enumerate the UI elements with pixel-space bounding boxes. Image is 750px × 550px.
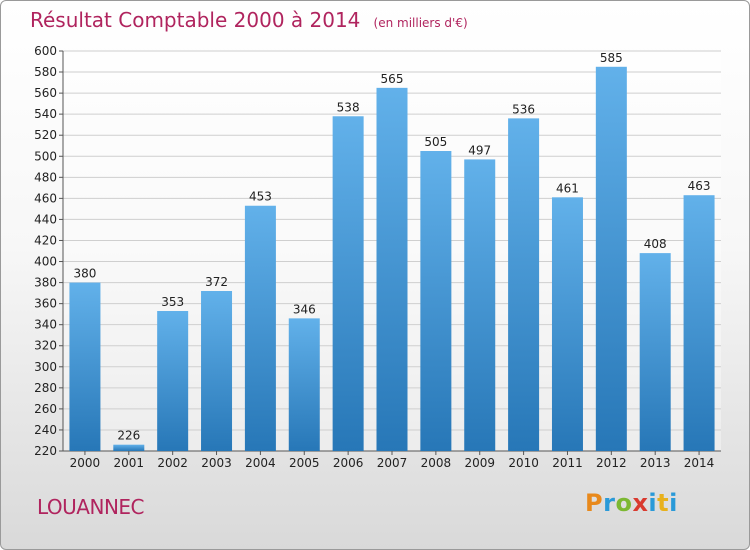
y-tick-label: 420 bbox=[34, 233, 57, 247]
bar-value-label: 380 bbox=[73, 267, 96, 281]
bar-value-label: 453 bbox=[249, 190, 272, 204]
y-tick-label: 500 bbox=[34, 149, 57, 163]
bar-value-label: 372 bbox=[205, 275, 228, 289]
logo-letter: o bbox=[615, 489, 633, 517]
bar-value-label: 565 bbox=[381, 72, 404, 86]
y-tick-label: 400 bbox=[34, 255, 57, 269]
y-tick-label: 340 bbox=[34, 318, 57, 332]
x-tick-label: 2000 bbox=[70, 456, 101, 470]
x-tick-label: 2006 bbox=[333, 456, 364, 470]
bar-value-label: 461 bbox=[556, 181, 579, 195]
bar-value-label: 585 bbox=[600, 51, 623, 65]
bar-value-label: 226 bbox=[117, 429, 140, 443]
x-tick-label: 2007 bbox=[377, 456, 408, 470]
bar bbox=[113, 444, 145, 451]
bar-value-label: 346 bbox=[293, 302, 316, 316]
x-tick-label: 2009 bbox=[464, 456, 495, 470]
logo-letter: i bbox=[648, 489, 658, 517]
y-tick-label: 460 bbox=[34, 191, 57, 205]
bar-value-label: 353 bbox=[161, 295, 184, 309]
x-tick-label: 2001 bbox=[114, 456, 145, 470]
y-tick-label: 260 bbox=[34, 402, 57, 416]
bar-value-label: 536 bbox=[512, 102, 535, 116]
bar bbox=[376, 87, 408, 451]
x-tick-label: 2003 bbox=[201, 456, 232, 470]
bar bbox=[244, 205, 276, 451]
logo-letter: t bbox=[657, 489, 670, 517]
bar bbox=[464, 159, 496, 451]
logo-letter: P bbox=[585, 489, 604, 517]
x-tick-label: 2013 bbox=[640, 456, 671, 470]
commune-name: LOUANNEC bbox=[37, 495, 145, 519]
bar bbox=[420, 151, 452, 451]
y-tick-label: 380 bbox=[34, 276, 57, 290]
y-tick-label: 520 bbox=[34, 128, 57, 142]
x-tick-label: 2004 bbox=[245, 456, 276, 470]
y-tick-label: 300 bbox=[34, 360, 57, 374]
y-tick-label: 360 bbox=[34, 297, 57, 311]
bar-value-label: 463 bbox=[688, 179, 711, 193]
bar bbox=[201, 291, 233, 451]
y-tick-label: 320 bbox=[34, 339, 57, 353]
y-tick-label: 560 bbox=[34, 86, 57, 100]
bar-value-label: 408 bbox=[644, 237, 667, 251]
bar bbox=[288, 318, 320, 451]
x-tick-label: 2011 bbox=[552, 456, 583, 470]
proxiti-logo[interactable]: Proxiti bbox=[585, 489, 678, 517]
x-tick-label: 2002 bbox=[157, 456, 188, 470]
bar bbox=[332, 116, 364, 452]
y-tick-label: 280 bbox=[34, 381, 57, 395]
chart-title: Résultat Comptable 2000 à 2014 (en milli… bbox=[30, 8, 468, 32]
bar-value-label: 497 bbox=[468, 143, 491, 157]
y-tick-label: 580 bbox=[34, 65, 57, 79]
bar bbox=[595, 66, 627, 451]
logo-letter: x bbox=[632, 489, 649, 517]
bar bbox=[639, 253, 671, 451]
y-tick-label: 480 bbox=[34, 170, 57, 184]
y-tick-label: 220 bbox=[34, 444, 57, 458]
x-tick-label: 2014 bbox=[684, 456, 715, 470]
y-tick-label: 540 bbox=[34, 107, 57, 121]
x-tick-label: 2012 bbox=[596, 456, 627, 470]
bar bbox=[69, 282, 101, 451]
chart-subtitle: (en milliers d'€) bbox=[373, 16, 468, 30]
logo-letter: i bbox=[669, 489, 678, 517]
x-tick-label: 2008 bbox=[421, 456, 452, 470]
x-tick-label: 2005 bbox=[289, 456, 320, 470]
bar bbox=[683, 195, 715, 451]
bar bbox=[551, 197, 583, 451]
bar-value-label: 538 bbox=[337, 100, 360, 114]
x-tick-label: 2010 bbox=[508, 456, 539, 470]
bar bbox=[508, 118, 540, 452]
y-tick-label: 240 bbox=[34, 423, 57, 437]
logo-letter: r bbox=[603, 489, 616, 517]
y-tick-label: 440 bbox=[34, 212, 57, 226]
bar bbox=[157, 311, 189, 451]
y-tick-label: 600 bbox=[34, 44, 57, 58]
chart-title-main: Résultat Comptable 2000 à 2014 bbox=[30, 8, 361, 32]
bar-value-label: 505 bbox=[424, 135, 447, 149]
